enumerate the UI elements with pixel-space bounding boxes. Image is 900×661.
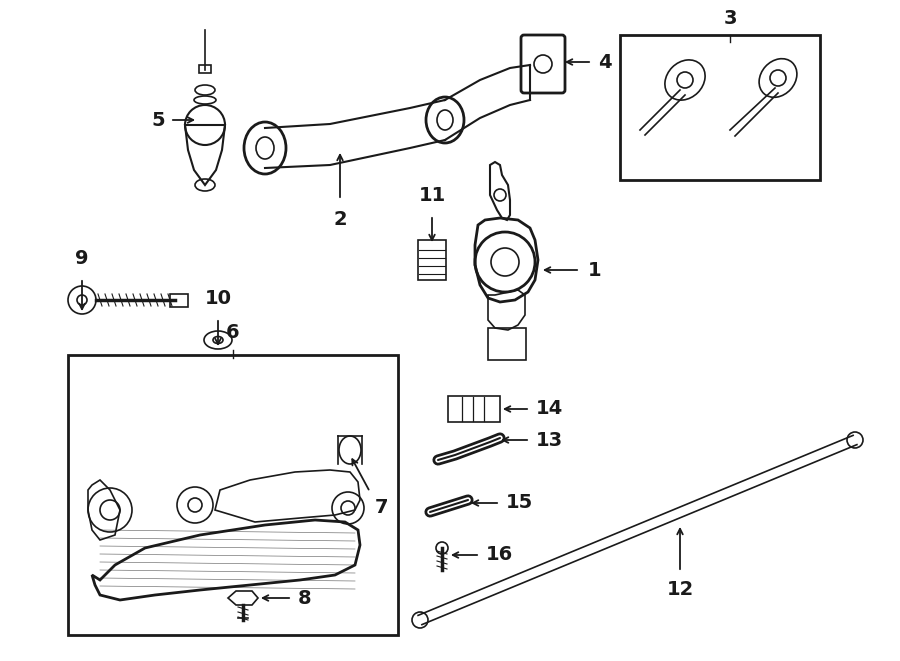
Bar xyxy=(170,294,188,307)
Text: 5: 5 xyxy=(151,110,165,130)
Text: 8: 8 xyxy=(298,588,311,607)
Text: 6: 6 xyxy=(226,323,239,342)
Text: 12: 12 xyxy=(666,580,694,599)
Text: 16: 16 xyxy=(486,545,513,564)
Text: 3: 3 xyxy=(724,9,737,28)
Text: 11: 11 xyxy=(418,186,446,205)
Bar xyxy=(488,328,526,360)
Text: 15: 15 xyxy=(506,494,533,512)
Bar xyxy=(68,355,398,635)
Text: 14: 14 xyxy=(536,399,563,418)
Text: 7: 7 xyxy=(375,498,389,517)
Text: 13: 13 xyxy=(536,430,563,449)
Bar xyxy=(620,35,820,180)
Text: 4: 4 xyxy=(598,52,612,71)
Text: 2: 2 xyxy=(333,210,346,229)
Text: 10: 10 xyxy=(204,289,231,308)
Text: 1: 1 xyxy=(588,260,601,280)
Text: 9: 9 xyxy=(76,249,89,268)
Bar xyxy=(199,65,211,73)
Bar xyxy=(448,396,500,422)
Bar xyxy=(418,240,446,280)
